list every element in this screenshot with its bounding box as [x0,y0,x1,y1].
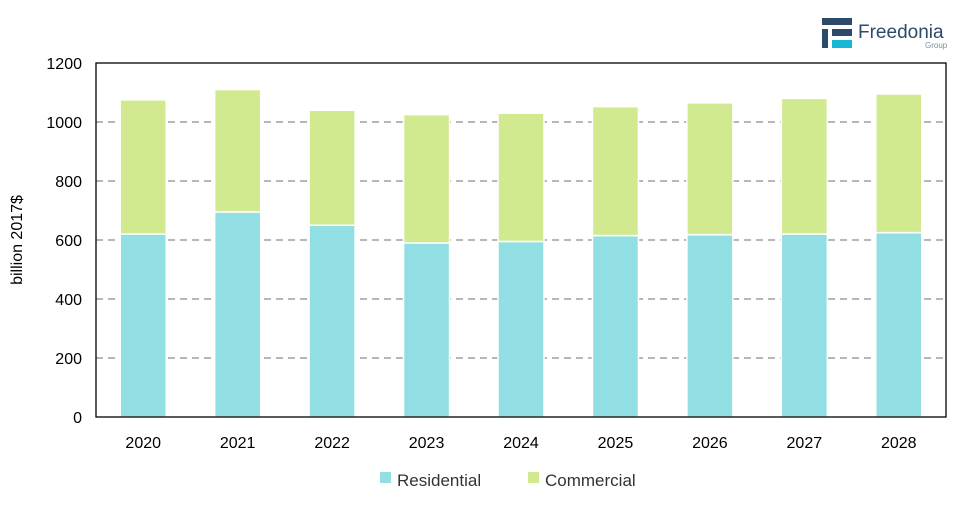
bar-commercial-2025 [591,105,640,237]
x-tick-label-2022: 2022 [314,435,350,452]
y-tick-label-200: 200 [55,351,82,368]
y-tick-label-600: 600 [55,233,82,250]
bar-commercial-2027 [780,97,829,235]
bar-commercial-2026 [686,102,734,236]
bar-residential-2028 [875,231,923,418]
legend-label-commercial: Commercial [545,471,636,490]
freedonia-logo-mark-icon [822,18,852,48]
bars [119,88,923,418]
x-axis-tick-labels: 2020 2021 2022 2023 2024 2025 2026 2027 2028 [125,435,916,452]
bar-residential-2021 [213,211,262,418]
logo-wordmark: Freedonia [858,22,944,43]
x-tick-label-2026: 2026 [692,435,728,452]
y-tick-label-800: 800 [55,174,82,191]
bar-residential-2025 [591,234,640,418]
bar-commercial-2028 [875,93,923,234]
bar-residential-2020 [119,233,167,418]
bar-residential-2024 [497,240,545,418]
plot-area-frame [95,62,947,418]
x-tick-label-2028: 2028 [881,435,917,452]
y-tick-label-1000: 1000 [46,115,82,132]
bar-commercial-2022 [308,109,356,226]
y-axis-tick-labels: 0 200 400 600 800 1000 1200 [46,56,82,427]
y-tick-label-400: 400 [55,292,82,309]
legend-swatch-residential [380,472,391,483]
bar-residential-2026 [686,233,734,418]
x-tick-label-2025: 2025 [598,435,634,452]
x-tick-label-2021: 2021 [220,435,256,452]
bar-commercial-2020 [119,99,167,235]
legend: Residential Commercial [380,471,636,490]
legend-swatch-commercial [528,472,539,483]
legend-label-residential: Residential [397,471,481,490]
bar-commercial-2021 [213,88,262,213]
freedonia-logo: Freedonia Group [822,18,948,50]
x-tick-label-2023: 2023 [409,435,445,452]
bar-residential-2023 [402,242,451,418]
x-tick-label-2027: 2027 [787,435,823,452]
x-tick-label-2024: 2024 [503,435,539,452]
logo-subtitle: Group [925,41,948,50]
y-axis-title: billion 2017$ [9,195,26,285]
y-tick-label-1200: 1200 [46,56,82,73]
y-tick-label-0: 0 [73,410,82,427]
x-tick-label-2020: 2020 [125,435,161,452]
bar-residential-2027 [780,233,829,418]
bar-commercial-2024 [497,112,545,243]
bar-residential-2022 [308,224,356,418]
bar-commercial-2023 [402,113,451,244]
